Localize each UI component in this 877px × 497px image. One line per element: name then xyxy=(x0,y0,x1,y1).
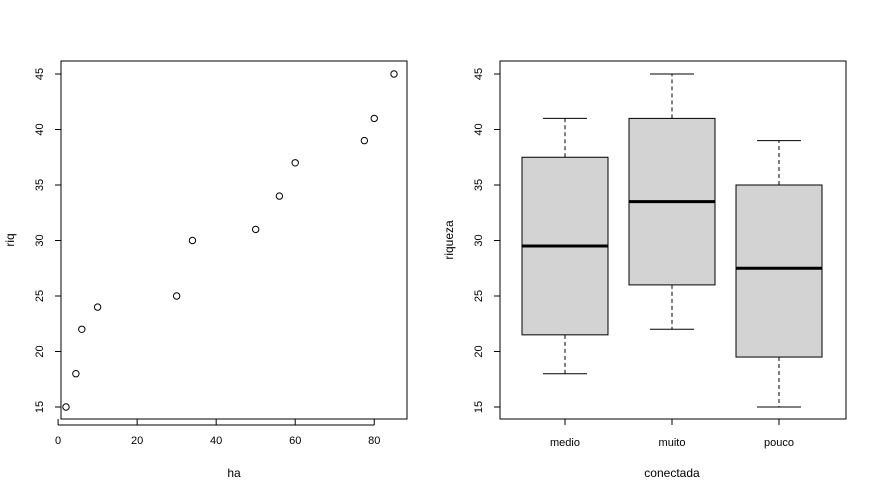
scatter-y-tick-label: 15 xyxy=(34,401,46,413)
scatter-point xyxy=(275,192,284,200)
scatter-x-tick-label: 60 xyxy=(289,435,301,447)
scatter-point xyxy=(251,225,260,234)
box-y-tick-label: 25 xyxy=(473,290,485,302)
box-y-tick-label: 40 xyxy=(473,123,485,135)
box-plot: medio muito pouco 15 20 25 30 35 40 45 conectada… xyxy=(442,60,847,480)
scatter-y-tick-label: 40 xyxy=(34,123,46,135)
scatter-point xyxy=(360,136,369,145)
scatter-y-axis-title: riq xyxy=(3,233,17,246)
box-y-tick-label: 45 xyxy=(473,68,485,80)
scatter-point xyxy=(291,159,299,167)
scatter-y-tick-label: 30 xyxy=(34,234,46,246)
scatter-y-tick-label: 45 xyxy=(34,68,46,80)
box-x-tick-label: medio xyxy=(550,437,580,449)
scatter-x-tick-label: 80 xyxy=(368,435,380,447)
scatter-point xyxy=(78,325,86,333)
scatter-point xyxy=(370,114,378,123)
scatter-x-tick-label: 0 xyxy=(55,435,61,447)
scatter-point xyxy=(72,370,80,378)
scatter-x-tick-label: 40 xyxy=(210,435,222,447)
box-y-tick-label: 15 xyxy=(473,401,485,413)
scatter-x-tick-label: 20 xyxy=(131,435,143,447)
scatter-points xyxy=(62,70,398,411)
box-y-tick-label: 35 xyxy=(473,179,485,191)
box-boxes xyxy=(521,73,823,408)
scatter-point xyxy=(390,70,398,78)
scatter-x-axis-title: ha xyxy=(227,466,241,480)
box-group xyxy=(735,140,823,408)
scatter-plot: 0 20 40 60 80 15 20 25 30 35 40 45 ha riq xyxy=(3,60,408,480)
scatter-y-tick-label: 20 xyxy=(34,345,46,357)
box-group xyxy=(628,73,716,330)
box-iqr-rect xyxy=(735,184,823,358)
scatter-point xyxy=(172,292,181,300)
box-y-tick-label: 30 xyxy=(473,234,485,246)
box-x-axis: medio muito pouco xyxy=(550,419,794,449)
box-y-axis-title: riqueza xyxy=(442,220,456,260)
box-group xyxy=(521,117,609,375)
scatter-y-tick-label: 25 xyxy=(34,290,46,302)
scatter-y-axis: 15 20 25 30 35 40 45 xyxy=(34,68,61,413)
scatter-x-axis: 0 20 40 60 80 xyxy=(55,419,380,447)
scatter-plot-frame xyxy=(60,60,408,420)
scatter-point xyxy=(93,303,102,311)
scatter-point xyxy=(62,403,70,411)
box-y-tick-label: 20 xyxy=(473,345,485,357)
box-x-tick-label: pouco xyxy=(764,437,794,449)
box-x-tick-label: muito xyxy=(659,437,686,449)
box-x-axis-title: conectada xyxy=(644,466,700,480)
scatter-point xyxy=(188,236,197,245)
box-y-axis: 15 20 25 30 35 40 45 xyxy=(473,68,500,413)
scatter-y-tick-label: 35 xyxy=(34,179,46,191)
